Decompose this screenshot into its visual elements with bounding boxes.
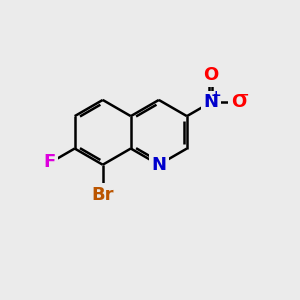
Text: +: + — [211, 88, 221, 101]
Text: N: N — [203, 93, 218, 111]
Text: F: F — [43, 153, 56, 171]
Text: N: N — [151, 156, 166, 174]
Text: O: O — [203, 66, 218, 84]
Text: O: O — [231, 93, 246, 111]
Text: −: − — [239, 88, 249, 101]
Text: Br: Br — [92, 186, 114, 204]
